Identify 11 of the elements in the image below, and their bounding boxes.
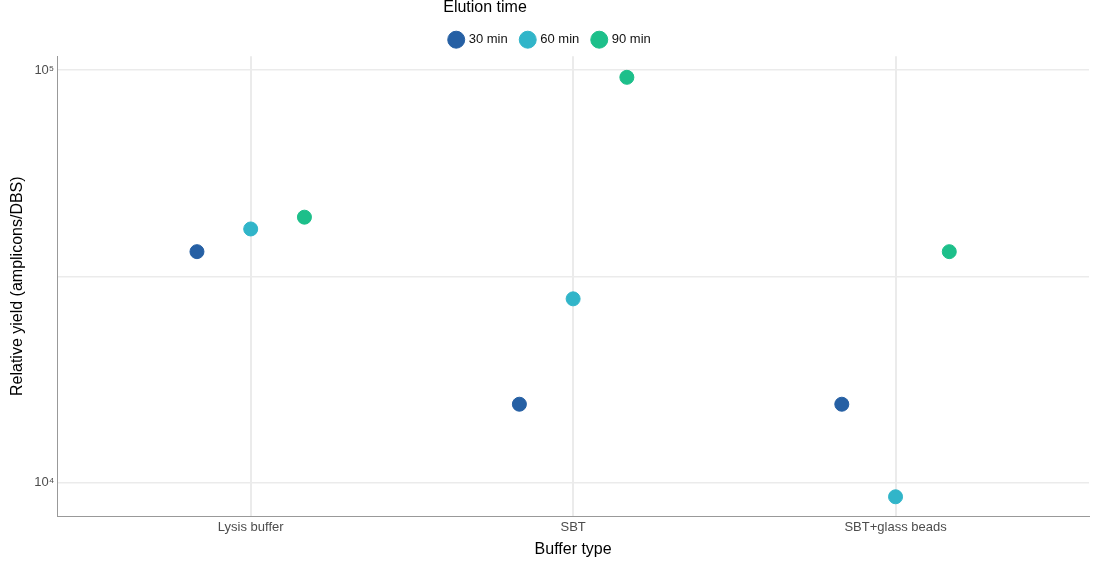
legend-title: Elution time bbox=[443, 0, 527, 16]
y-tick-label: 10⁵ bbox=[34, 61, 55, 77]
legend-label: 90 min bbox=[611, 31, 651, 47]
x-tick-label: SBT+glass beads bbox=[844, 518, 948, 534]
legend-label: 30 min bbox=[468, 31, 508, 47]
x-tick-label: SBT bbox=[560, 518, 586, 534]
legend-label: 60 min bbox=[540, 31, 580, 47]
y-axis-title: Relative yield (amplicons/DBS) bbox=[8, 176, 26, 397]
x-tick-label: Lysis buffer bbox=[217, 518, 285, 534]
x-axis-title: Buffer type bbox=[534, 539, 612, 557]
y-tick-label: 10⁴ bbox=[34, 474, 55, 490]
